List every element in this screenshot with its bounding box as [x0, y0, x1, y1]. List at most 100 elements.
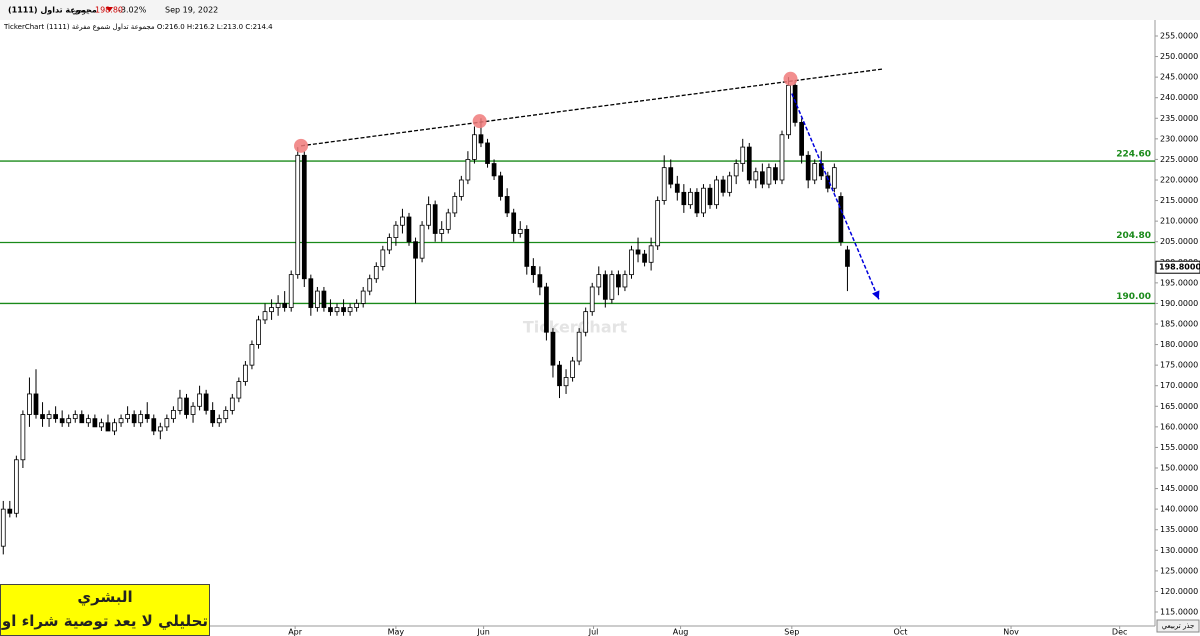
last-price-label: 198.8000 [1159, 263, 1200, 272]
scale-button[interactable] [1156, 619, 1200, 633]
last-price-box [1155, 260, 1200, 274]
candle-body [243, 364, 248, 383]
candle-body [583, 311, 589, 333]
candle-body [452, 196, 458, 214]
candle-body [144, 414, 150, 420]
candle-body [216, 418, 222, 424]
candle-body [301, 154, 307, 280]
candle-body [504, 196, 510, 214]
candle-body [773, 167, 778, 181]
y-tick-label: 175.0000 [1160, 361, 1198, 370]
candle-body [537, 274, 543, 288]
candle-body [792, 84, 798, 123]
candle-body [354, 303, 360, 308]
candle-body [236, 381, 242, 399]
candle-body [393, 224, 399, 238]
candle-body [40, 414, 45, 420]
y-tick-label: 120.0000 [1160, 587, 1198, 596]
y-tick-label: 125.0000 [1160, 566, 1198, 575]
y-tick-label: 220.0000 [1160, 175, 1198, 184]
candle-body [360, 290, 366, 304]
candle-body [367, 278, 373, 292]
candle-body [99, 422, 104, 428]
candle-body [727, 175, 733, 193]
candle-body [609, 274, 615, 300]
date: Sep 19, 2022 [165, 6, 218, 15]
candle-body [485, 142, 490, 164]
y-tick-label: 230.0000 [1160, 134, 1198, 143]
candle-body [262, 311, 268, 321]
y-tick-label: 225.0000 [1160, 155, 1198, 164]
y-tick-label: 195.0000 [1160, 278, 1198, 287]
candle-body [720, 179, 726, 193]
level-label: 224.60 [1116, 150, 1151, 160]
candle-body [27, 393, 32, 415]
candle-body [164, 418, 170, 428]
candle-body [256, 319, 261, 345]
y-tick-label: 205.0000 [1160, 237, 1198, 246]
candle-body [707, 187, 713, 206]
candle-body [151, 418, 157, 432]
candle-body [347, 307, 353, 313]
y-tick-label: 235.0000 [1160, 114, 1198, 123]
candle-body [197, 393, 202, 407]
candle-body [46, 414, 52, 420]
candle-body [674, 183, 680, 193]
candle-body [328, 307, 333, 313]
candle-body [406, 216, 412, 243]
pivot-marker [294, 138, 309, 153]
candle-body [177, 397, 183, 411]
candle-body [79, 414, 85, 424]
candle-body [341, 307, 346, 313]
x-tick-label: Oct [894, 628, 908, 636]
candle-body [498, 175, 503, 197]
price: 198.80 [95, 6, 123, 15]
y-tick-label: 165.0000 [1160, 402, 1198, 411]
author: البشري [77, 588, 133, 606]
change: -3.02% [118, 6, 147, 15]
candle-body [629, 249, 634, 276]
x-tick-label: Jun [476, 628, 490, 636]
candle-body [229, 397, 235, 411]
candle-body [576, 331, 582, 362]
candle-body [557, 364, 562, 387]
candle-body [386, 237, 392, 251]
candle-body [92, 418, 98, 428]
scale-button-label[interactable]: جذر تربيعي [1162, 622, 1195, 630]
candle-body [661, 167, 667, 201]
y-tick-label: 185.0000 [1160, 320, 1198, 329]
info: TickerChart مجموعة تداول شموع مفرغة (111… [3, 23, 273, 31]
candle-body [20, 414, 26, 461]
candle-body [445, 212, 451, 230]
candle-body [171, 410, 176, 420]
pivot-marker [472, 114, 487, 129]
candle-body [426, 204, 431, 226]
candle-body [105, 422, 111, 432]
candle-body [524, 228, 530, 267]
candle-body [112, 422, 117, 432]
y-tick-label: 190.0000 [1160, 299, 1198, 308]
y-tick-label: 250.0000 [1160, 52, 1198, 61]
candle-body [746, 146, 752, 181]
candle-body [635, 249, 641, 255]
candle-body [681, 191, 687, 206]
candle-body [701, 187, 706, 214]
candle-body [694, 191, 700, 214]
x-tick-label: Dec [1112, 628, 1127, 636]
y-tick-label: 145.0000 [1160, 484, 1198, 493]
candle-body [570, 360, 575, 378]
candle-body [733, 163, 739, 177]
candle-body [845, 249, 850, 267]
level-label: 204.80 [1116, 231, 1151, 241]
candle-body [419, 224, 425, 259]
candle-body [13, 459, 19, 514]
x-tick-label: Apr [288, 628, 303, 636]
y-tick-label: 210.0000 [1160, 217, 1198, 226]
candle-body [439, 228, 445, 234]
candle-body [118, 418, 124, 424]
candle-body [458, 179, 464, 197]
candle-body [838, 196, 844, 243]
candle-body [72, 414, 78, 420]
candle-body [190, 405, 196, 415]
